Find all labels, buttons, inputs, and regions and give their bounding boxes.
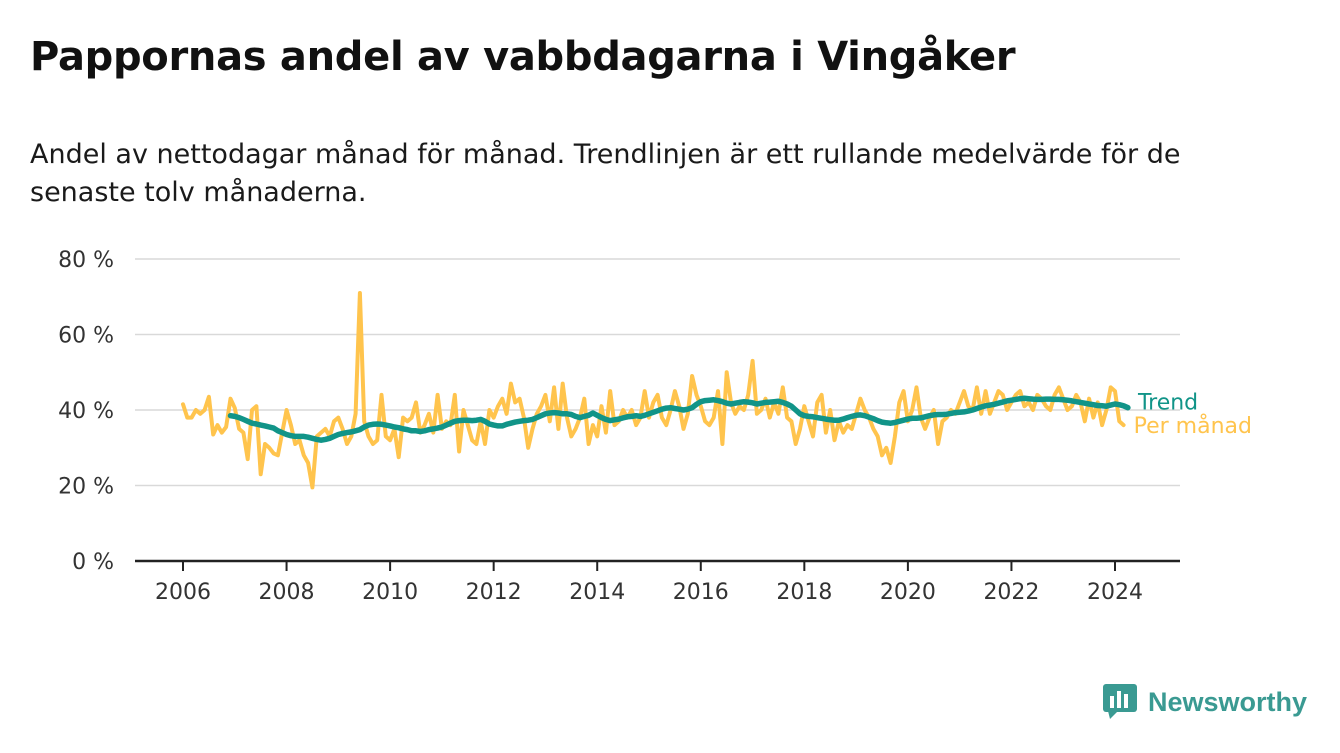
x-tick-label: 2014: [569, 580, 625, 605]
y-tick-label: 0 %: [72, 550, 114, 575]
series-lines: [181, 291, 1131, 490]
y-tick-label: 80 %: [58, 248, 114, 273]
x-tick-label: 2016: [673, 580, 729, 605]
x-tick-label: 2020: [880, 580, 936, 605]
x-tick-label: 2006: [155, 580, 211, 605]
x-tick-label: 2022: [983, 580, 1039, 605]
x-tick-label: 2024: [1087, 580, 1143, 605]
x-tick-label: 2012: [466, 580, 522, 605]
y-tick-label: 20 %: [58, 475, 114, 500]
chart-subtitle: Andel av nettodagar månad för månad. Tre…: [30, 139, 1181, 208]
x-axis: 2006 2008 2010 2012 2014 2016 2018 2020 2022 2024: [135, 559, 1180, 605]
y-tick-label: 40 %: [58, 399, 114, 424]
chart-title: Pappornas andel av vabbdagarna i Vingåke…: [30, 34, 1016, 80]
x-tick-label: 2008: [259, 580, 315, 605]
x-tick-label: 2018: [776, 580, 832, 605]
series-line-per-m-nad: [181, 291, 1126, 490]
series-line-trend: [227, 395, 1131, 443]
x-tick-label: 2010: [362, 580, 418, 605]
newsworthy-logo: Newsworthy: [1102, 682, 1307, 722]
y-tick-label: 60 %: [58, 324, 114, 349]
series-label-trend: Trend: [1137, 391, 1198, 416]
series-label-per-manad: Per månad: [1134, 413, 1252, 439]
newsworthy-logo-icon: [1103, 684, 1137, 719]
newsworthy-logo-text: Newsworthy: [1148, 686, 1308, 717]
y-tick-labels: 0 % 20 % 40 % 60 % 80 %: [58, 248, 114, 575]
gridlines: [135, 258, 1180, 487]
